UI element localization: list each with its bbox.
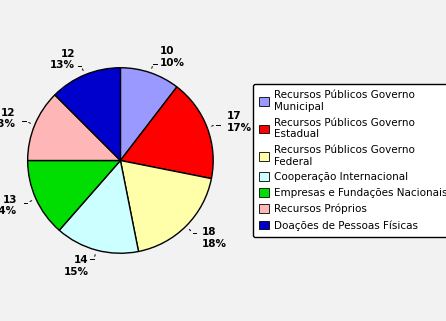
Wedge shape	[28, 95, 120, 160]
Text: 18
18%: 18 18%	[202, 227, 227, 249]
Wedge shape	[120, 87, 213, 178]
Text: 12
13%: 12 13%	[50, 48, 75, 70]
Wedge shape	[59, 160, 139, 253]
Text: 14
15%: 14 15%	[63, 256, 88, 277]
Wedge shape	[120, 68, 177, 160]
Text: 17
17%: 17 17%	[227, 111, 252, 133]
Wedge shape	[28, 160, 120, 230]
Text: 10
10%: 10 10%	[159, 46, 184, 68]
Wedge shape	[55, 68, 120, 160]
Legend: Recursos Públicos Governo
Municipal, Recursos Públicos Governo
Estadual, Recurso: Recursos Públicos Governo Municipal, Rec…	[253, 84, 446, 237]
Text: 13
14%: 13 14%	[0, 195, 17, 216]
Text: 12
13%: 12 13%	[0, 108, 16, 129]
Wedge shape	[120, 160, 211, 251]
